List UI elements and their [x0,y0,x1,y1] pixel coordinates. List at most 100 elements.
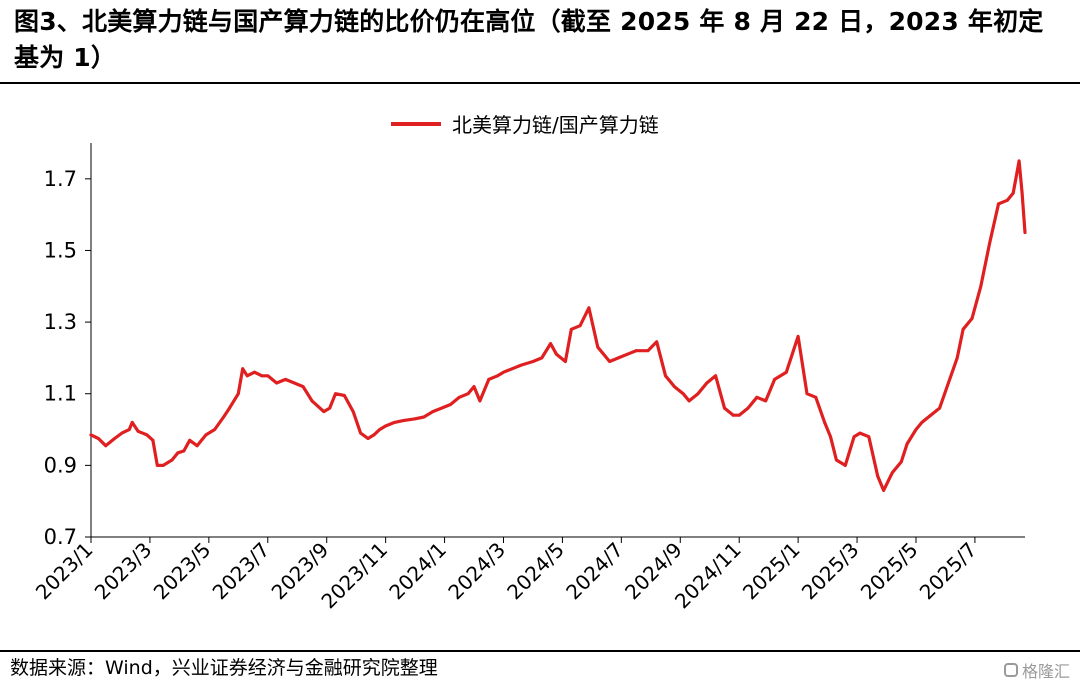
data-point [310,399,314,403]
top-rule [0,82,1080,84]
data-point [673,385,676,388]
data-point [540,356,544,360]
series-line-0 [89,159,1027,492]
data-point [858,431,862,435]
data-point [696,392,700,396]
data-point [510,367,514,371]
data-point [899,460,903,464]
data-point [343,394,346,397]
data-point [195,444,199,448]
x-tick-label: 2025/5 [856,538,923,605]
data-point [236,392,240,396]
data-point [625,352,629,356]
y-tick-label: 1.7 [44,167,77,191]
data-point [260,374,264,378]
watermark-text: 格隆汇 [1021,662,1070,681]
y-axis: 0.7 0.9 1.1 1.3 1.5 1.7 [44,143,92,549]
data-point [549,342,552,345]
data-point [204,433,208,437]
line-chart: 北美算力链/国产算力链 0.7 0.9 1.1 1.3 1.5 1.7 2023/1202… [31,113,1027,614]
x-tick-label: 2024/5 [502,538,569,605]
data-point [351,410,355,413]
data-point [617,356,620,360]
data-point [569,327,573,331]
y-tick-label: 0.7 [44,525,77,549]
data-point [705,381,709,385]
data-point [979,284,983,288]
data-point [773,378,776,381]
data-point [970,317,974,320]
x-tick-label: 2023/3 [90,538,157,605]
data-point [876,474,880,478]
data-point [929,413,933,417]
data-point [531,360,535,363]
data-point [401,419,405,422]
data-point [97,437,100,440]
data-point [843,464,847,467]
data-point [176,451,180,455]
data-point [457,395,461,399]
x-axis: 2023/12023/32023/52023/72023/92023/11202… [31,536,1025,614]
data-point [322,410,326,413]
data-point [746,406,750,410]
data-point [852,435,856,439]
data-point [188,438,192,442]
data-point [578,324,582,328]
data-point [334,392,337,396]
data-point [920,421,924,424]
data-point [393,421,396,424]
x-tick-label: 2024/3 [443,538,510,605]
data-point [997,202,1000,206]
x-tick-label: 2024/11 [670,538,746,614]
y-tick-label: 1.1 [44,382,77,406]
x-tick-label: 2024/1 [384,538,451,605]
data-point [755,395,759,399]
data-point [292,381,296,385]
data-point [723,406,726,410]
data-point [328,406,332,410]
data-point [784,370,788,374]
data-point [222,415,226,419]
data-point [275,381,278,385]
series-group [89,159,1027,492]
data-point [478,399,482,403]
data-point [502,370,505,374]
data-point [372,433,376,437]
data-point [947,381,950,385]
data-point [961,327,965,331]
data-point [687,399,691,403]
x-tick-label: 2025/7 [915,538,982,605]
bottom-rule [0,650,1080,652]
data-point [120,431,124,435]
data-point [814,395,818,399]
data-point [587,306,591,310]
data-point [266,374,270,378]
data-point [301,385,305,388]
data-point [213,428,217,431]
data-point [867,435,871,439]
data-point [655,340,659,344]
data-point [113,437,116,440]
y-tick-label: 0.9 [44,453,77,477]
data-point [608,360,611,363]
data-point [466,392,470,396]
data-point [384,424,387,428]
data-point [253,370,256,374]
x-tick-label: 2023/7 [208,538,275,605]
data-point [1023,231,1027,234]
data-point [764,399,768,403]
data-point [228,406,231,410]
x-tick-label: 2024/7 [561,538,628,605]
watermark: 格隆汇 [1003,658,1070,682]
data-point [104,444,108,448]
data-point [89,433,93,437]
data-point [519,363,523,367]
data-point [1011,191,1015,195]
data-point [955,356,959,360]
data-point [245,374,249,378]
data-point [130,421,134,424]
data-point [938,406,941,410]
data-point [127,428,131,431]
data-point [891,471,894,474]
data-point [472,385,476,388]
